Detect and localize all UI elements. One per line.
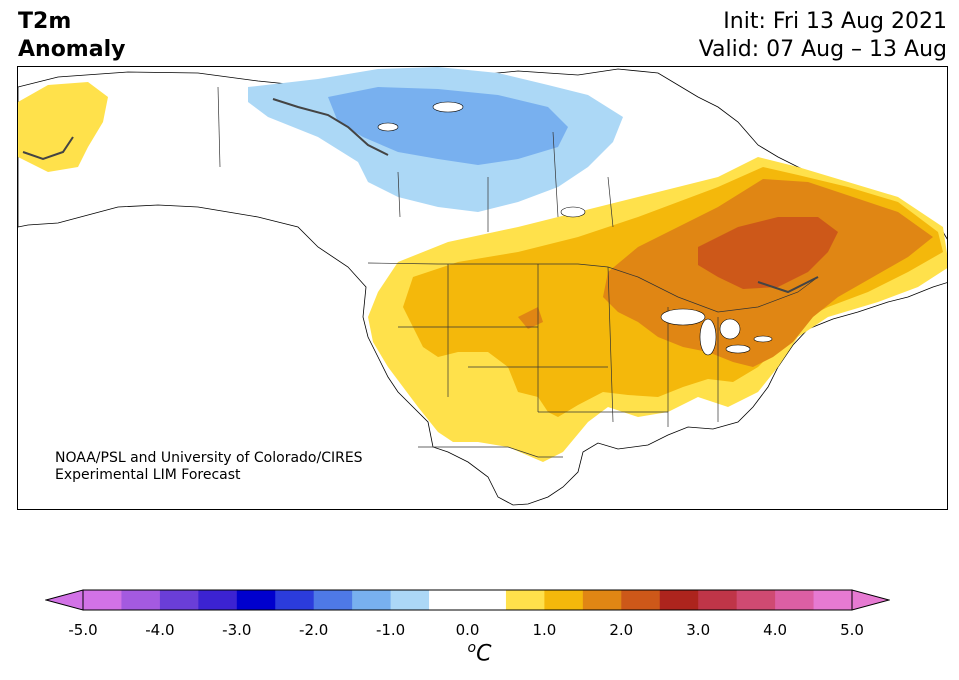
map-title: T2m Anomaly	[18, 8, 125, 64]
lake-huron	[719, 318, 741, 340]
lake-ontario	[753, 335, 773, 343]
colorbar-segment	[390, 590, 430, 610]
us-state-lines	[398, 264, 719, 427]
unit-celsius: C	[476, 641, 492, 667]
colorbar-segment	[659, 590, 699, 610]
colorbar-segment	[275, 590, 315, 610]
forecast-credit: NOAA/PSL and University of Colorado/CIRE…	[55, 450, 363, 484]
title-anomaly: Anomaly	[18, 37, 126, 62]
map-dates: Init: Fri 13 Aug 2021 Valid: 07 Aug – 13…	[699, 8, 947, 64]
colorbar-tick-label: 1.0	[532, 621, 557, 639]
mackenzie-river	[272, 98, 389, 156]
colorbar-over-arrow	[851, 589, 890, 611]
colorbar-segment	[236, 590, 276, 610]
colorbar-outline	[82, 589, 853, 611]
lake-erie	[725, 344, 751, 354]
title-variable: T2m	[18, 9, 72, 34]
unit-degree-symbol: o	[467, 640, 477, 656]
credit-line-2: Experimental LIM Forecast	[55, 467, 241, 483]
credit-line-1: NOAA/PSL and University of Colorado/CIRE…	[55, 450, 363, 466]
rockies-warm-spot	[518, 307, 543, 329]
rivers	[22, 98, 819, 294]
lakes	[377, 101, 773, 356]
colorbar	[45, 589, 890, 611]
colorbar-tick-label: 0.0	[455, 621, 480, 639]
colorbar-segment	[121, 590, 161, 610]
us-canada-border	[367, 262, 819, 313]
colorbar-segment	[544, 590, 584, 610]
canada-provinces	[397, 131, 614, 232]
great-bear-lake	[432, 101, 464, 113]
colorbar-segment	[352, 590, 392, 610]
colorbar-segment	[582, 590, 622, 610]
colorbar-segment	[813, 590, 853, 610]
lake-superior	[660, 308, 706, 326]
colorbar-tick-label: -5.0	[68, 621, 98, 639]
political-borders	[217, 86, 819, 458]
colorbar-tick-label: 4.0	[763, 621, 788, 639]
colorbar-segment	[775, 590, 815, 610]
colorbar-tick-label: -1.0	[375, 621, 406, 639]
colorbar-ticks: -5.0 -4.0 -3.0 -2.0 -1.0 0.0 1.0 2.0 3.0 4.0 5.0	[0, 621, 959, 641]
colorbar-segment	[198, 590, 238, 610]
great-slave-lake	[377, 122, 399, 132]
valid-range: Valid: 07 Aug – 13 Aug	[698, 37, 947, 62]
anomaly-map	[18, 67, 947, 506]
lake-winnipeg	[560, 206, 586, 218]
colorbar-tick-label: 2.0	[609, 621, 634, 639]
canada-cooler-core	[328, 87, 568, 165]
colorbar-segment	[698, 590, 738, 610]
colorbar-tick-label: -2.0	[299, 621, 329, 639]
st-lawrence-river	[757, 276, 819, 294]
colorbar-segment	[621, 590, 661, 610]
colorbar-under-arrow	[45, 589, 84, 611]
colorbar-segment	[505, 590, 545, 610]
colorbar-segment	[429, 590, 468, 610]
colorbar-tick-label: 5.0	[840, 621, 864, 639]
colorbar-unit: oC	[0, 640, 959, 666]
lake-michigan	[699, 318, 717, 356]
us-mexico-border	[418, 446, 563, 458]
colorbar-segment	[83, 590, 122, 610]
colorbar-segment	[159, 590, 199, 610]
init-date: Init: Fri 13 Aug 2021	[723, 9, 947, 34]
colorbar-segment	[467, 590, 507, 610]
colorbar-tick-label: -3.0	[222, 621, 252, 639]
colorbar-tick-label: -4.0	[145, 621, 175, 639]
alaska-warm-anomaly	[18, 82, 108, 172]
colorbar-tick-label: 3.0	[686, 621, 711, 639]
colorbar-segment	[313, 590, 353, 610]
colorbar-segment	[736, 590, 776, 610]
yukon-river	[22, 136, 74, 161]
alaska-yukon-border	[217, 86, 221, 168]
map-panel	[17, 66, 948, 510]
quebec-hot-core	[698, 217, 838, 289]
